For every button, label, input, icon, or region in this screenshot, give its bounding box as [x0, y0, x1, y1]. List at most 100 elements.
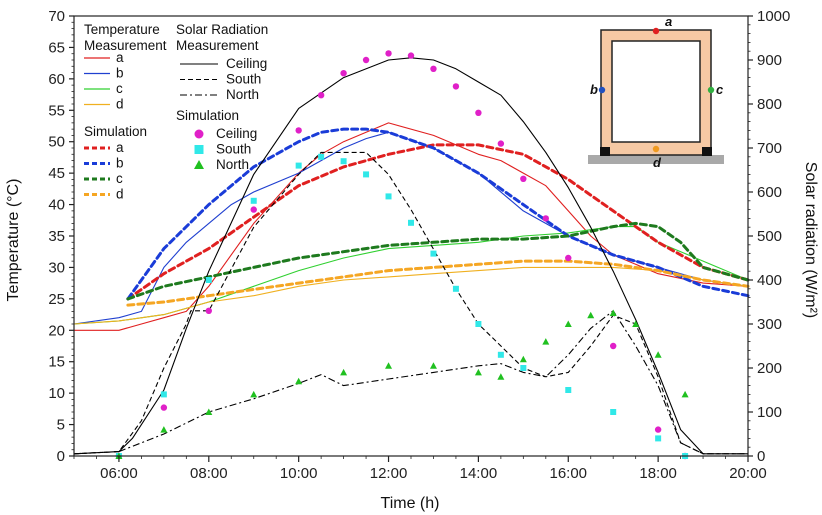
- y-left-tick-label: 35: [48, 228, 65, 245]
- line-solar_meas-north: [73, 310, 748, 455]
- y-left-tick-label: 65: [48, 39, 65, 56]
- x-tick-label: 14:00: [460, 465, 498, 482]
- y-right-tick-label: 800: [757, 96, 782, 113]
- y-right-tick-label: 900: [757, 52, 782, 69]
- marker-ceiling-sim: [542, 215, 549, 222]
- marker-ceiling-sim: [317, 92, 325, 99]
- y-left-tick-label: 10: [48, 385, 65, 402]
- x-tick-label: 08:00: [190, 465, 228, 482]
- marker-ceiling-sim: [205, 307, 212, 314]
- legend-temp-sim-label: a: [116, 140, 124, 155]
- marker-south-sim: [318, 153, 325, 160]
- marker-ceiling-sim: [250, 206, 257, 213]
- marker-north-sim: [429, 362, 437, 369]
- sensor-c-dot: [707, 86, 715, 94]
- legend-entries: abcdabcdCeilingSouthNorthCeilingSouthNor…: [84, 50, 267, 202]
- marker-ceiling-sim: [452, 83, 460, 90]
- y-left-tick-label: 15: [48, 354, 65, 371]
- marker-ceiling-sim: [520, 175, 527, 182]
- marker-ceiling-sim: [565, 254, 572, 262]
- legend-temp-meas-label: c: [116, 81, 123, 96]
- series-solar_meas-ceiling: [73, 57, 748, 455]
- sensor-c-label: c: [716, 82, 724, 97]
- y-right-tick-label: 700: [757, 140, 782, 157]
- y-left-tick-label: 25: [48, 291, 65, 308]
- marker-south-sim: [385, 193, 392, 200]
- y-left-tick-label: 60: [48, 71, 65, 88]
- y-left-tick-label: 20: [48, 322, 65, 339]
- room-foot-right: [702, 147, 712, 156]
- marker-north-sim: [542, 338, 550, 345]
- series-solar_sim-north: [115, 309, 689, 459]
- marker-north-sim: [385, 362, 393, 369]
- axes-group: 0510152025303540455055606570010020030040…: [48, 8, 790, 482]
- marker-south-sim: [497, 351, 504, 358]
- legend-solar-sim-label: South: [216, 142, 251, 157]
- marker-south-sim: [475, 321, 482, 327]
- legend-north-sim-marker: [194, 160, 204, 169]
- series-solar_sim-ceiling: [115, 50, 689, 460]
- marker-ceiling-sim: [362, 56, 370, 64]
- sensor-b-dot: [598, 86, 606, 94]
- y-left-tick-label: 70: [48, 8, 65, 25]
- marker-north-sim: [295, 377, 303, 385]
- marker-north-sim: [160, 426, 168, 433]
- series-temp_sim-c: [126, 221, 750, 301]
- y-left-tick-label: 30: [48, 259, 65, 276]
- x-tick-label: 18:00: [639, 465, 677, 482]
- y-right-tick-label: 300: [757, 316, 782, 333]
- marker-north-sim: [497, 373, 505, 380]
- marker-ceiling-sim: [610, 342, 617, 350]
- marker-ceiling-sim: [497, 140, 505, 147]
- series-solar_meas-south: [73, 151, 748, 455]
- sensor-a-dot: [652, 27, 660, 35]
- line-temp_sim-c: [126, 221, 750, 301]
- marker-south-sim: [520, 365, 527, 371]
- marker-ceiling-sim: [407, 52, 415, 59]
- legend-sim-header: Simulation: [84, 124, 147, 139]
- marker-north-sim: [654, 351, 662, 358]
- marker-south-sim: [408, 219, 414, 226]
- marker-north-sim: [681, 390, 689, 398]
- marker-ceiling-sim: [295, 127, 302, 134]
- legend-solar-header-2: Measurement: [176, 38, 259, 53]
- legend-temp-sim-label: b: [116, 156, 124, 171]
- legend-south-sim-marker: [194, 145, 204, 154]
- sensor-d-label: d: [653, 155, 662, 170]
- legend-solar-sim-label: North: [216, 157, 249, 172]
- y-right-tick-label: 1000: [757, 8, 790, 25]
- marker-south-sim: [363, 171, 370, 178]
- legend-temp-header-2: Measurement: [84, 38, 167, 53]
- line-solar_meas-ceiling: [73, 57, 748, 455]
- legend-temp-meas-label: a: [116, 50, 124, 65]
- y-right-tick-label: 100: [757, 404, 782, 421]
- x-tick-label: 10:00: [280, 465, 318, 482]
- legend-solar-sim-label: Ceiling: [216, 126, 257, 141]
- y-axis-left-title: Temperature (°C): [5, 179, 22, 302]
- line-temp_sim-d: [126, 259, 750, 307]
- marker-south-sim: [340, 158, 347, 165]
- x-tick-label: 12:00: [370, 465, 408, 482]
- legend-temp-sim-label: c: [116, 171, 123, 186]
- legend-temp-header: Temperature: [84, 22, 160, 37]
- marker-south-sim: [565, 387, 572, 393]
- marker-south-sim: [160, 391, 167, 398]
- marker-north-sim: [564, 320, 572, 327]
- sensor-b-label: b: [590, 82, 598, 97]
- sensor-d-dot: [652, 145, 660, 153]
- marker-north-sim: [632, 320, 640, 327]
- y-left-tick-label: 40: [48, 197, 65, 214]
- legend-temp-meas-label: d: [116, 97, 124, 112]
- marker-ceiling-sim: [340, 70, 347, 77]
- marker-north-sim: [587, 311, 595, 319]
- legend-solar-meas-label: Ceiling: [226, 56, 267, 71]
- marker-ceiling-sim: [475, 109, 482, 117]
- series-temp_sim-b: [126, 127, 750, 301]
- series-group: [73, 50, 750, 460]
- marker-north-sim: [609, 309, 617, 316]
- y-right-tick-label: 600: [757, 184, 782, 201]
- room-interior: [611, 40, 701, 143]
- marker-north-sim: [250, 390, 258, 398]
- line-temp_meas-d: [73, 266, 749, 325]
- marker-south-sim: [205, 277, 212, 283]
